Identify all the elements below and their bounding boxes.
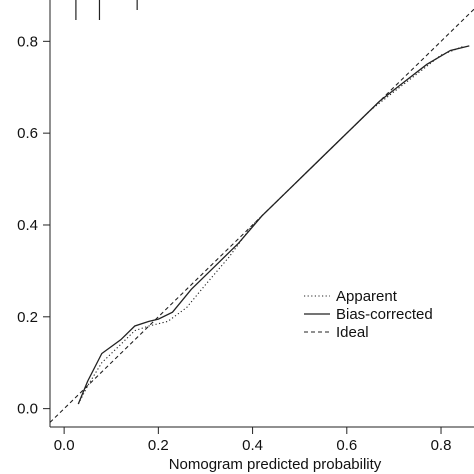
y-tick-label: 0.8	[17, 33, 38, 50]
y-tick-label: 0.4	[17, 217, 38, 234]
y-tick-label: 0.2	[17, 309, 38, 326]
legend-label: Bias-corrected	[336, 306, 433, 323]
x-tick-label: 0.8	[431, 437, 452, 454]
x-axis-title: Nomogram predicted probability	[169, 456, 382, 473]
x-tick-label: 0.2	[148, 437, 169, 454]
x-tick-label: 0.6	[336, 437, 357, 454]
x-tick-label: 0.4	[242, 437, 263, 454]
legend-label: Ideal	[336, 324, 369, 341]
y-tick-label: 0.6	[17, 125, 38, 142]
series-line-bias-corrected	[77, 45, 470, 405]
legend-label: Apparent	[336, 288, 398, 305]
y-tick-label: 0.0	[17, 401, 38, 418]
series-line-apparent	[77, 45, 465, 405]
x-tick-label: 0.0	[54, 437, 75, 454]
series-line-ideal	[49, 8, 474, 423]
